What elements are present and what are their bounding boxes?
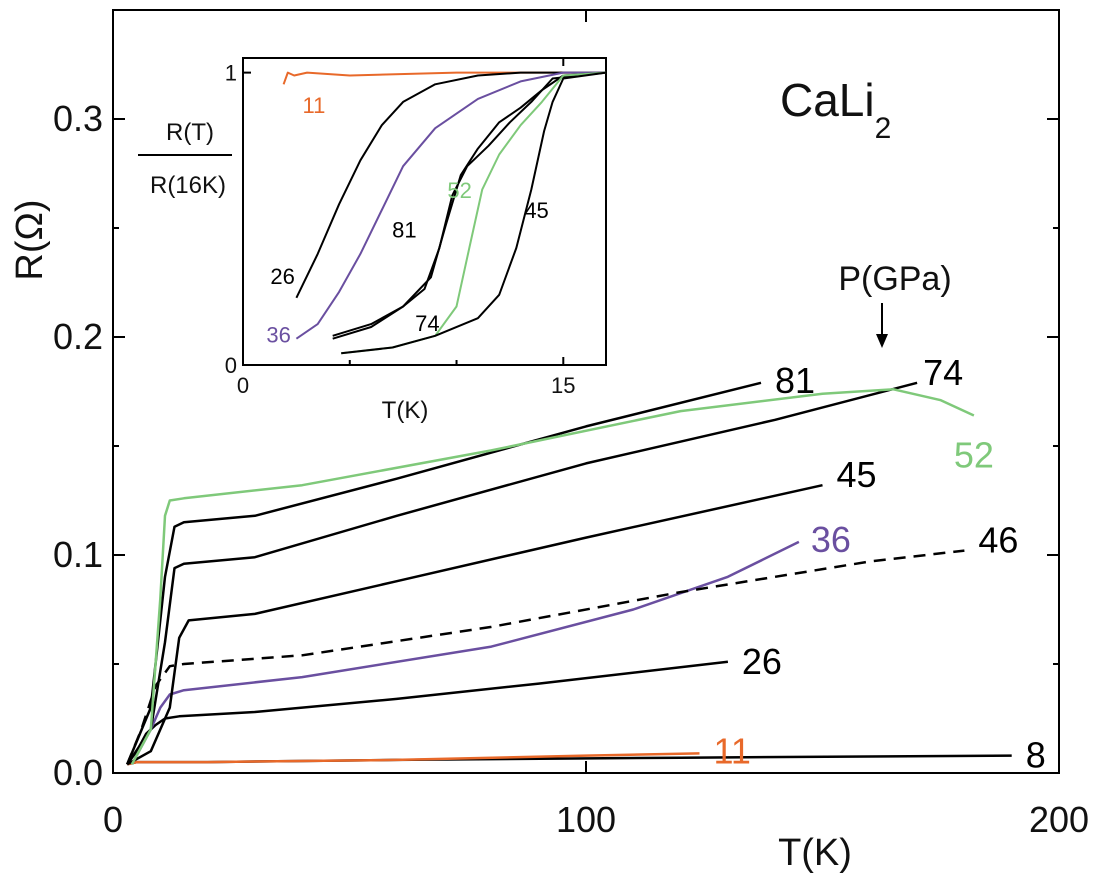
inset-series-line-74 <box>332 71 607 337</box>
inset-series-line-26 <box>295 71 606 299</box>
main-series-line-81 <box>126 381 762 765</box>
inset-series-line-36 <box>295 71 606 340</box>
inset-y-tick-label: 0 <box>225 353 237 378</box>
main-series-line-11 <box>126 752 700 766</box>
main-series-label-74: 74 <box>923 352 963 393</box>
inset-series-label-52: 52 <box>447 178 471 203</box>
inset-x-tick-label: 0 <box>237 373 249 398</box>
main-x-tick-label: 0 <box>103 799 123 840</box>
main-series-label-36: 36 <box>811 519 851 560</box>
chart-title-main: CaLi <box>780 74 875 126</box>
main-series-line-74 <box>126 381 918 766</box>
inset-series-label-26: 26 <box>270 264 294 289</box>
inset-axis-ticks: 0 15 0 1 <box>225 58 606 398</box>
main-x-axis-label: T(K) <box>778 832 852 874</box>
chart-title: CaLi2 <box>780 74 891 145</box>
main-series-line-26 <box>126 660 729 766</box>
inset-y-axis-numerator: R(T) <box>166 119 214 146</box>
main-series-line-45 <box>126 483 823 766</box>
main-series-label-8: 8 <box>1026 735 1046 776</box>
main-y-tick-label: 0.1 <box>53 534 103 575</box>
inset-plot-background <box>243 58 606 365</box>
main-series-label-11: 11 <box>714 730 751 771</box>
inset-series-label-11: 11 <box>303 93 326 118</box>
inset-series-label-74: 74 <box>415 311 439 336</box>
inset-series-label-81: 81 <box>392 217 416 242</box>
inset-x-tick-label: 15 <box>551 373 575 398</box>
inset-y-tick-label: 1 <box>225 61 237 86</box>
inset-series-label-45: 45 <box>524 198 548 223</box>
main-y-tick-label: 0.0 <box>53 752 103 793</box>
main-series-label-46: 46 <box>978 520 1018 561</box>
main-y-axis-label: R(Ω) <box>9 199 51 280</box>
main-x-tick-label: 100 <box>556 799 616 840</box>
inset-series-label-36: 36 <box>266 323 290 348</box>
main-series-label-81: 81 <box>775 360 815 401</box>
main-y-tick-label: 0.3 <box>53 98 103 139</box>
main-x-tick-label: 200 <box>1029 799 1089 840</box>
main-series-line-46 <box>126 549 965 765</box>
pressure-annotation: P(GPa) <box>838 260 951 298</box>
main-series-label-45: 45 <box>837 454 877 495</box>
chart-title-subscript: 2 <box>875 112 892 145</box>
main-y-tick-label: 0.2 <box>53 316 103 357</box>
inset-series-group <box>282 71 607 355</box>
main-series-label-26: 26 <box>742 641 782 682</box>
inset-y-axis-denominator: R(16K) <box>150 172 226 199</box>
main-series-label-52: 52 <box>954 434 994 475</box>
main-series-labels: 8 11 26 36 46 45 74 81 52 <box>714 352 1046 776</box>
inset-series-line-45 <box>341 71 607 355</box>
main-series-line-52 <box>130 388 975 765</box>
inset-plot-frame <box>242 57 607 366</box>
inset-x-axis-label: T(K) <box>382 397 429 424</box>
pressure-arrow-head <box>876 334 888 348</box>
inset-series-labels: 11 26 36 81 74 52 45 <box>266 93 548 348</box>
main-series-line-36 <box>130 540 800 765</box>
main-series-group <box>126 381 1012 766</box>
